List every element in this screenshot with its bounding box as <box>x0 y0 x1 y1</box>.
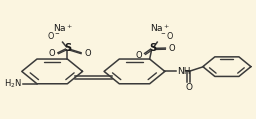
Text: NH: NH <box>177 67 190 76</box>
Text: O: O <box>136 51 142 60</box>
Text: O$^-$: O$^-$ <box>47 30 61 41</box>
Text: Na$^+$: Na$^+$ <box>54 22 74 34</box>
Text: $^-$O: $^-$O <box>159 30 174 41</box>
Text: O: O <box>169 44 176 53</box>
Text: Na$^+$: Na$^+$ <box>150 22 170 34</box>
Text: O: O <box>49 49 56 58</box>
Text: H$_2$N: H$_2$N <box>4 77 22 90</box>
Text: O: O <box>84 49 91 58</box>
Text: S: S <box>64 43 71 53</box>
Text: S: S <box>149 43 156 53</box>
Text: O: O <box>185 83 193 92</box>
